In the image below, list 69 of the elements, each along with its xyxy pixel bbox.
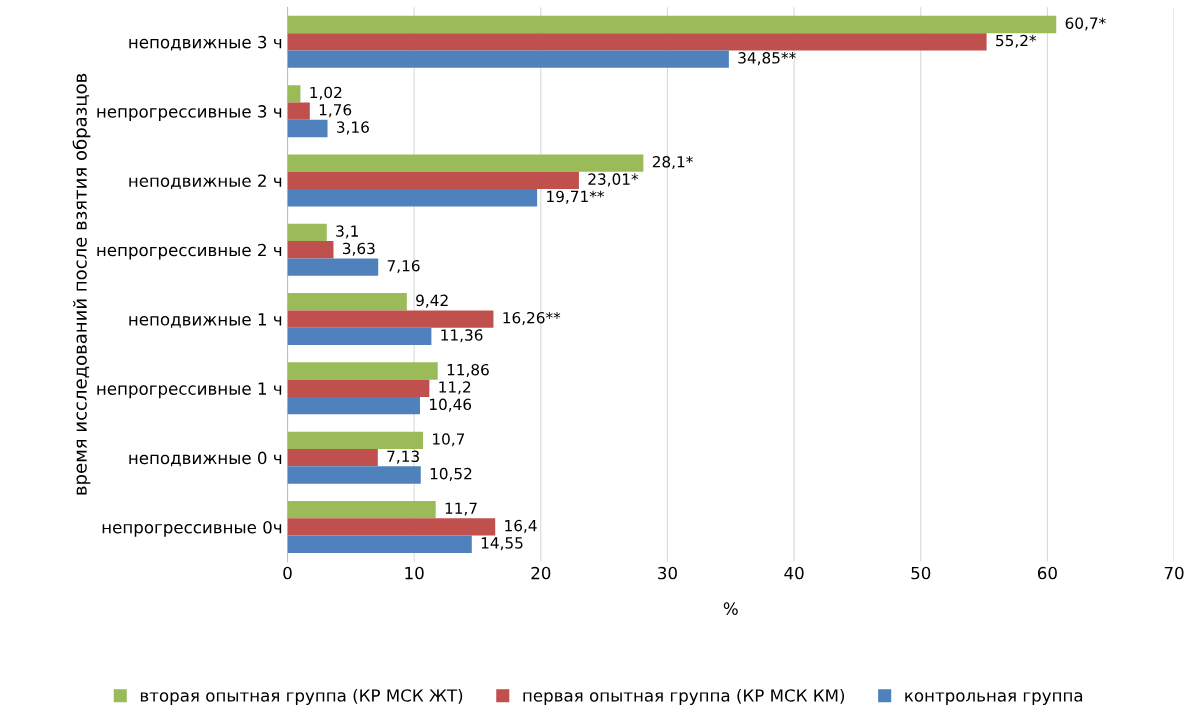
bar — [287, 293, 407, 311]
bar — [287, 85, 301, 103]
data-label: 3,16 — [337, 121, 369, 135]
data-label: 11,86 — [447, 363, 489, 378]
legend-label: контрольная группа — [905, 692, 1083, 705]
data-label: 60,7* — [1065, 17, 1106, 31]
y-axis-title: время исследований после взятия образцов — [72, 73, 91, 495]
bar — [287, 102, 310, 120]
y-tick-label: непрогрессивные 3 ч — [97, 105, 282, 121]
data-label: 10,7 — [433, 433, 465, 447]
data-label: 23,01* — [588, 173, 639, 187]
y-tick-label: неподвижные 1 ч — [129, 313, 282, 328]
data-label: 3,63 — [342, 242, 375, 256]
x-tick-label: 70 — [1164, 566, 1184, 580]
x-tick-label: 20 — [531, 566, 551, 580]
data-label: 11,36 — [441, 329, 483, 343]
bar — [287, 154, 644, 172]
bar — [287, 241, 334, 259]
x-tick-label: 50 — [911, 566, 931, 580]
x-tick-label: 60 — [1037, 566, 1057, 580]
y-tick-label: непрогрессивные 0ч — [102, 520, 282, 537]
bar — [287, 15, 1057, 34]
y-tick-label: неподвижные 3 ч — [129, 35, 282, 51]
data-label: 7,13 — [387, 450, 419, 464]
y-tick-label: неподвижные 2 ч — [129, 174, 282, 190]
bar — [287, 223, 327, 242]
x-tick-label: 0 — [283, 566, 292, 580]
bar — [287, 535, 472, 553]
data-label: 34,85** — [738, 52, 796, 66]
data-label: 1,02 — [310, 86, 342, 100]
bar — [287, 518, 496, 536]
x-axis-title: % — [723, 602, 738, 615]
legend-label: вторая опытная группа (КР МСК ЖТ) — [140, 688, 463, 705]
data-label: 10,52 — [430, 467, 472, 481]
data-label: 11,7 — [445, 502, 477, 516]
data-label: 7,16 — [387, 259, 420, 274]
x-tick-label: 40 — [784, 566, 804, 580]
bar — [287, 310, 494, 328]
bar — [287, 171, 579, 190]
data-label: 16,26** — [503, 311, 561, 326]
data-label: 11,2 — [439, 381, 471, 395]
data-label: 14,55 — [481, 537, 523, 551]
data-label: 28,1* — [652, 156, 693, 170]
bar — [287, 448, 378, 467]
data-label: 10,46 — [430, 398, 472, 412]
data-label: 3,1 — [336, 225, 358, 239]
data-label: 1,76 — [319, 104, 352, 118]
bar — [287, 397, 420, 415]
data-label: 16,4 — [505, 519, 537, 533]
data-label: 55,2* — [996, 34, 1037, 48]
bar — [287, 431, 424, 449]
bar — [287, 379, 430, 398]
bar — [287, 327, 432, 346]
data-label: 9,42 — [416, 294, 448, 308]
data-label: 19,71** — [547, 190, 605, 204]
bar — [287, 119, 328, 138]
x-tick-label: 10 — [405, 566, 424, 580]
x-tick-label: 30 — [658, 566, 677, 580]
y-tick-label: непрогрессивные 1 ч — [97, 382, 282, 399]
bar — [287, 500, 436, 519]
bar — [287, 362, 438, 380]
y-tick-label: непрогрессивные 2 ч — [97, 243, 282, 260]
bar — [287, 466, 421, 484]
bar — [287, 189, 538, 207]
y-tick-label: неподвижные 0 ч — [129, 451, 282, 467]
bar — [287, 33, 987, 51]
bar — [287, 258, 379, 276]
legend-label: первая опытная группа (КР МСК КМ) — [523, 688, 845, 705]
bar — [287, 50, 729, 68]
